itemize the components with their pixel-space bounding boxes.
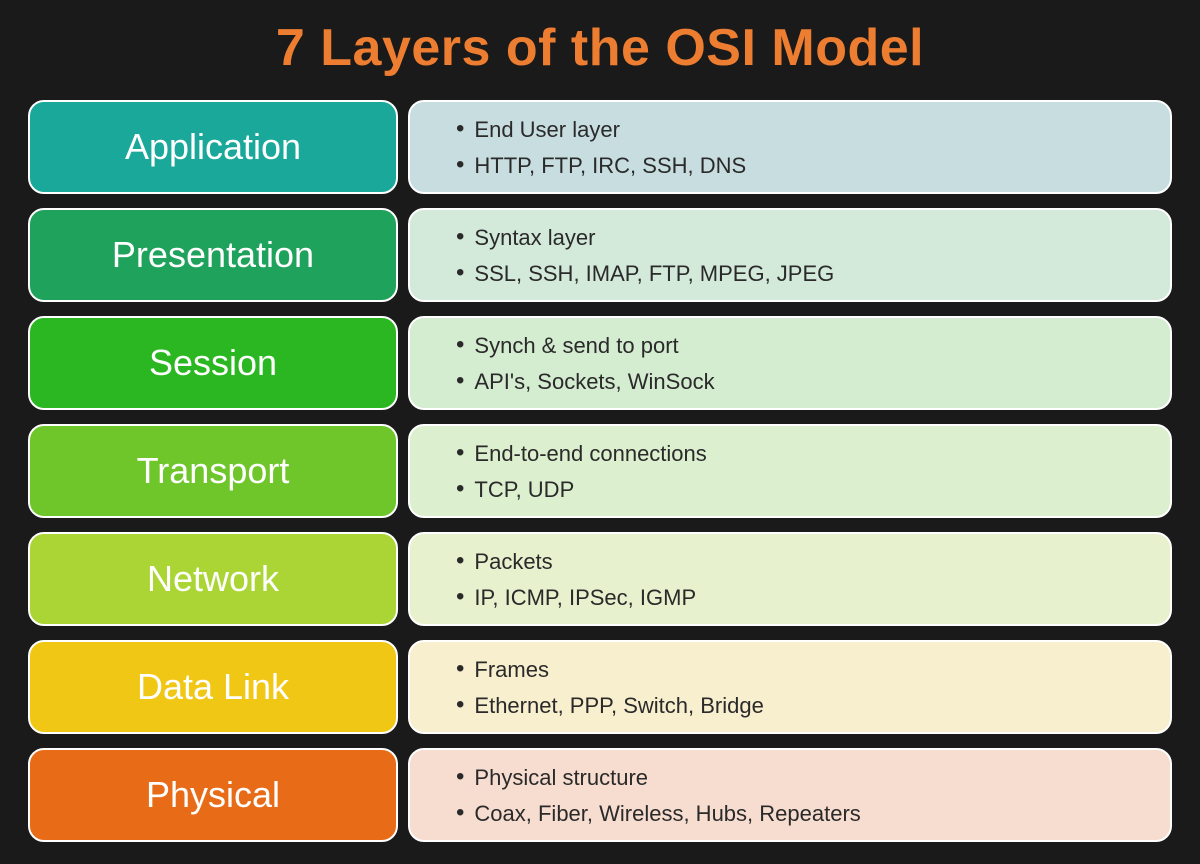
bullet-item: Synch & send to port bbox=[456, 327, 1170, 363]
bullet-item: Frames bbox=[456, 651, 1170, 687]
diagram-title: 7 Layers of the OSI Model bbox=[28, 18, 1172, 78]
layer-label-datalink: Data Link bbox=[28, 640, 398, 734]
bullet-item: API's, Sockets, WinSock bbox=[456, 363, 1170, 399]
bullet-item: Packets bbox=[456, 543, 1170, 579]
layer-label-network: Network bbox=[28, 532, 398, 626]
layer-label-transport: Transport bbox=[28, 424, 398, 518]
bullet-item: HTTP, FTP, IRC, SSH, DNS bbox=[456, 147, 1170, 183]
layer-label-physical: Physical bbox=[28, 748, 398, 842]
bullet-item: Physical structure bbox=[456, 759, 1170, 795]
layer-label-session: Session bbox=[28, 316, 398, 410]
bullet-item: End User layer bbox=[456, 111, 1170, 147]
layer-label-application: Application bbox=[28, 100, 398, 194]
layer-row-datalink: Data Link Frames Ethernet, PPP, Switch, … bbox=[28, 640, 1172, 734]
layers-container: Application End User layer HTTP, FTP, IR… bbox=[28, 100, 1172, 842]
layer-row-application: Application End User layer HTTP, FTP, IR… bbox=[28, 100, 1172, 194]
bullet-item: End-to-end connections bbox=[456, 435, 1170, 471]
layer-details-physical: Physical structure Coax, Fiber, Wireless… bbox=[408, 748, 1172, 842]
bullet-item: SSL, SSH, IMAP, FTP, MPEG, JPEG bbox=[456, 255, 1170, 291]
layer-details-presentation: Syntax layer SSL, SSH, IMAP, FTP, MPEG, … bbox=[408, 208, 1172, 302]
layer-details-application: End User layer HTTP, FTP, IRC, SSH, DNS bbox=[408, 100, 1172, 194]
layer-row-physical: Physical Physical structure Coax, Fiber,… bbox=[28, 748, 1172, 842]
bullet-item: TCP, UDP bbox=[456, 471, 1170, 507]
bullet-item: Syntax layer bbox=[456, 219, 1170, 255]
layer-row-network: Network Packets IP, ICMP, IPSec, IGMP bbox=[28, 532, 1172, 626]
layer-details-session: Synch & send to port API's, Sockets, Win… bbox=[408, 316, 1172, 410]
layer-row-transport: Transport End-to-end connections TCP, UD… bbox=[28, 424, 1172, 518]
layer-label-presentation: Presentation bbox=[28, 208, 398, 302]
layer-details-transport: End-to-end connections TCP, UDP bbox=[408, 424, 1172, 518]
layer-row-presentation: Presentation Syntax layer SSL, SSH, IMAP… bbox=[28, 208, 1172, 302]
bullet-item: IP, ICMP, IPSec, IGMP bbox=[456, 579, 1170, 615]
layer-row-session: Session Synch & send to port API's, Sock… bbox=[28, 316, 1172, 410]
bullet-item: Coax, Fiber, Wireless, Hubs, Repeaters bbox=[456, 795, 1170, 831]
layer-details-datalink: Frames Ethernet, PPP, Switch, Bridge bbox=[408, 640, 1172, 734]
bullet-item: Ethernet, PPP, Switch, Bridge bbox=[456, 687, 1170, 723]
layer-details-network: Packets IP, ICMP, IPSec, IGMP bbox=[408, 532, 1172, 626]
